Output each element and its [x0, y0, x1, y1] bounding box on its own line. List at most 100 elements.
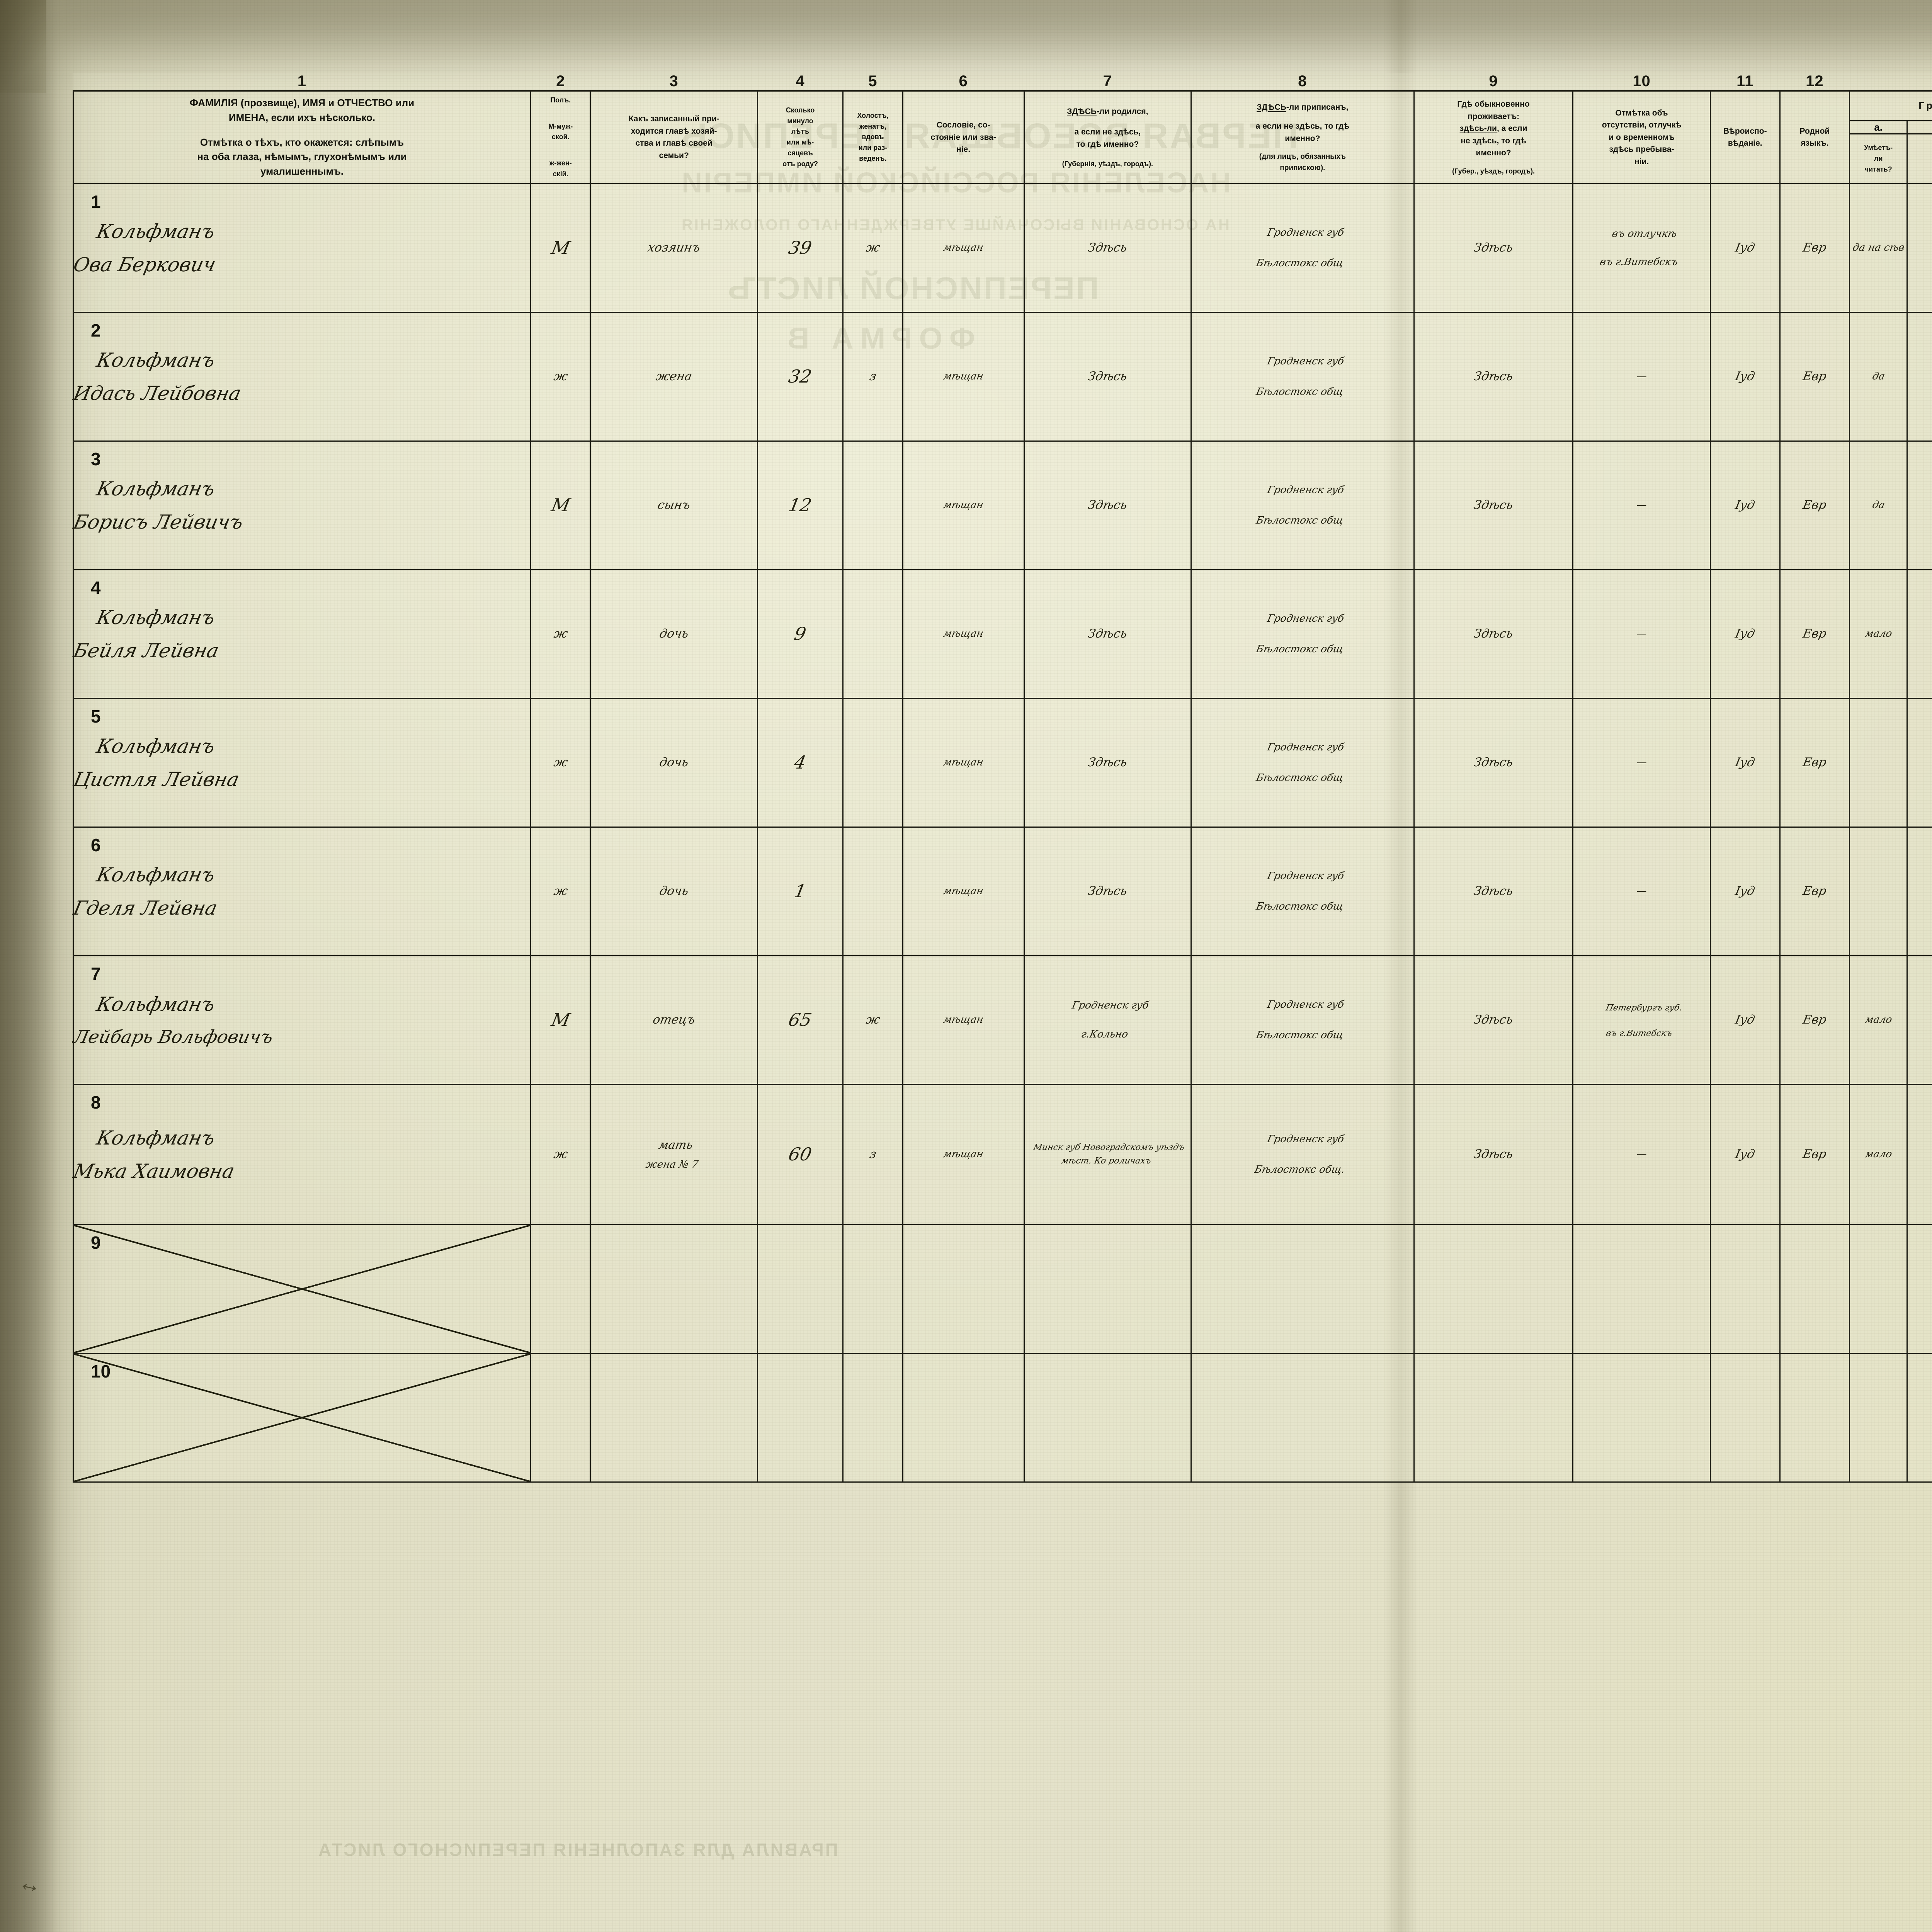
- cell-estate[interactable]: [902, 1352, 1025, 1483]
- table-row[interactable]: 5 Кольфманъ Цистля Лейвна ж дочь 4 мѣщан…: [71, 697, 1932, 828]
- cell-name[interactable]: 3 Кольфманъ Борисъ Лейвичъ: [71, 440, 532, 570]
- cell-residence[interactable]: Здѣсь: [1401, 184, 1586, 313]
- cell-estate[interactable]: мѣщан: [890, 570, 1037, 699]
- cell-registered[interactable]: Гродненск губ Бѣлостокс общ: [1179, 956, 1427, 1085]
- cell-residence[interactable]: [1413, 1224, 1574, 1354]
- cell-residence[interactable]: Здѣсь: [1400, 1084, 1587, 1225]
- cell-name[interactable]: 5 Кольфманъ Цистля Лейвна: [71, 697, 532, 828]
- cell-relation[interactable]: дочь: [578, 570, 770, 699]
- cell-birthplace[interactable]: Здѣсь: [1011, 441, 1204, 570]
- header-col-4: Сколько минуло лѣтъ или мѣ- сяцевъ отъ р…: [757, 90, 844, 184]
- cell-birthplace[interactable]: Здѣсь: [1011, 698, 1204, 827]
- cell-registered[interactable]: Гродненск губ Бѣлостокс общ: [1179, 441, 1427, 570]
- cell-birthplace[interactable]: Здѣсь: [1011, 570, 1204, 699]
- cell-absence[interactable]: Петербургъ губ. въ г.Витебскъ: [1560, 956, 1723, 1085]
- table-row[interactable]: 9 1 2: [72, 1224, 1932, 1354]
- cell-residence[interactable]: Здѣсь: [1401, 698, 1586, 827]
- cell-birthplace[interactable]: Здѣсь: [1011, 312, 1204, 441]
- cell-relation[interactable]: дочь: [578, 698, 770, 827]
- cell-registered[interactable]: [1190, 1352, 1415, 1483]
- cell-birthplace[interactable]: Минск губ Новоградскомъ уѣздъ мѣст. Ко р…: [1010, 1084, 1205, 1225]
- cell-language[interactable]: [1779, 1352, 1850, 1483]
- cell-birthplace[interactable]: [1023, 1352, 1192, 1483]
- cell-estate[interactable]: мѣщан: [890, 827, 1037, 956]
- row-number: 1: [91, 191, 101, 212]
- header-col-8-emph: ЗДѢСЬ: [1257, 102, 1286, 112]
- cell-birthplace[interactable]: Здѣсь: [1011, 827, 1204, 956]
- cell-estate[interactable]: мѣщан: [890, 956, 1037, 1085]
- cell-residence[interactable]: Здѣсь: [1401, 441, 1586, 570]
- cell-registered[interactable]: Гродненск губ Бѣлостокс общ: [1179, 698, 1427, 827]
- cell-estate[interactable]: мѣщан: [890, 184, 1037, 313]
- cell-age[interactable]: [757, 1352, 844, 1483]
- cell-relation[interactable]: хозяинъ: [578, 184, 770, 313]
- cell-birthplace-line-1: Гродненск губ: [1071, 1000, 1150, 1012]
- cell-absence[interactable]: —: [1560, 827, 1723, 956]
- cell-religion[interactable]: [1709, 1352, 1781, 1483]
- cell-relation[interactable]: жена: [578, 312, 770, 441]
- cell-literacy-a[interactable]: [1849, 1224, 1908, 1354]
- cell-relation[interactable]: мать жена № 7: [577, 1084, 771, 1225]
- cell-marital[interactable]: [842, 1224, 903, 1354]
- cell-name[interactable]: 2 Кольфманъ Идась Лейбовна: [71, 311, 532, 442]
- cell-registered[interactable]: Гродненск губ Бѣлостокс общ: [1179, 312, 1427, 441]
- cell-absence[interactable]: —: [1560, 570, 1723, 699]
- table-row[interactable]: 4 Кольфманъ Бейля Лейвна ж дочь 9 мѣщан …: [71, 569, 1932, 699]
- cell-residence[interactable]: [1413, 1352, 1574, 1483]
- cell-name[interactable]: 4 Кольфманъ Бейля Лейвна: [71, 569, 532, 699]
- table-row[interactable]: 1 Кольфманъ Ова Беркович М хозяинъ 39 ж …: [71, 183, 1932, 313]
- header-col-5-line-5: веденъ.: [859, 155, 887, 163]
- cell-registered[interactable]: Гродненск губ Бѣлостокс общ: [1179, 827, 1427, 956]
- table-row[interactable]: 2 Кольфманъ Идась Лейбовна ж жена 32 з м…: [71, 311, 1932, 442]
- cell-literacy-a[interactable]: [1849, 1352, 1908, 1483]
- cell-residence[interactable]: Здѣсь: [1401, 312, 1586, 441]
- cell-birthplace[interactable]: Здѣсь: [1011, 184, 1204, 313]
- cell-sex[interactable]: [530, 1224, 591, 1354]
- cell-residence[interactable]: Здѣсь: [1401, 827, 1586, 956]
- cell-absence[interactable]: —: [1560, 441, 1723, 570]
- cell-absence[interactable]: [1572, 1352, 1711, 1483]
- cell-name[interactable]: 8 Кольфманъ Мька Хаимовна: [71, 1083, 532, 1225]
- cell-registered[interactable]: [1190, 1224, 1415, 1354]
- cell-relation[interactable]: [590, 1352, 758, 1483]
- cell-name[interactable]: 1 Кольфманъ Ова Беркович: [71, 183, 532, 313]
- table-row[interactable]: 3 Кольфманъ Борисъ Лейвичъ М сынъ 12 мѣщ…: [71, 440, 1932, 570]
- cell-estate[interactable]: мѣщан: [890, 441, 1037, 570]
- cell-name[interactable]: 10: [72, 1352, 532, 1483]
- cell-registered[interactable]: Гродненск губ Бѣлостокс общ: [1179, 570, 1427, 699]
- cell-absence[interactable]: —: [1560, 698, 1723, 827]
- cell-name[interactable]: 9: [72, 1224, 532, 1354]
- cell-religion[interactable]: [1709, 1224, 1781, 1354]
- cell-relation[interactable]: отецъ: [578, 956, 770, 1085]
- cell-absence[interactable]: —: [1559, 1084, 1724, 1225]
- table-row[interactable]: 6 Кольфманъ Гделя Лейвна ж дочь 1 мѣщан …: [71, 826, 1932, 956]
- cell-marital[interactable]: [842, 1352, 903, 1483]
- cell-name[interactable]: 7 Кольфманъ Лейбарь Вольфовичъ: [71, 955, 532, 1085]
- cell-relation[interactable]: [590, 1224, 758, 1354]
- cell-registered[interactable]: Гродненск губ Бѣлостокс общ.: [1177, 1084, 1428, 1225]
- cell-literacy-b[interactable]: [1906, 1352, 1932, 1483]
- table-row[interactable]: 10 1 2: [72, 1352, 1932, 1483]
- cell-name[interactable]: 6 Кольфманъ Гделя Лейвна: [71, 826, 532, 956]
- cell-sex[interactable]: [530, 1352, 591, 1483]
- cell-estate[interactable]: мѣщан: [890, 698, 1037, 827]
- cell-absence[interactable]: въ отлучкѣ въ г.Витебскъ: [1560, 184, 1723, 313]
- cell-residence[interactable]: Здѣсь: [1401, 956, 1586, 1085]
- header-col-2-line-5: скій.: [553, 170, 568, 178]
- cell-relation[interactable]: сынъ: [578, 441, 770, 570]
- census-table-wrapper: 1 2 3 4 5 6 7 8 9 10 11 12 13 14 ФАМИЛІЯ…: [71, 73, 1932, 1483]
- cell-residence[interactable]: Здѣсь: [1401, 570, 1586, 699]
- table-row[interactable]: 7 Кольфманъ Лейбарь Вольфовичъ М отецъ 6…: [71, 955, 1932, 1085]
- cell-language[interactable]: [1779, 1224, 1850, 1354]
- cell-birthplace[interactable]: Гродненск губ г.Кольно: [1011, 956, 1204, 1085]
- cell-age[interactable]: [757, 1224, 844, 1354]
- cell-absence[interactable]: [1572, 1224, 1711, 1354]
- table-row[interactable]: 8 Кольфманъ Мька Хаимовна ж мать жена № …: [71, 1083, 1932, 1225]
- cell-literacy-b[interactable]: [1906, 1224, 1932, 1354]
- cell-estate[interactable]: мѣщан: [890, 312, 1037, 441]
- cell-birthplace[interactable]: [1023, 1224, 1192, 1354]
- cell-estate[interactable]: [902, 1224, 1025, 1354]
- cell-relation[interactable]: дочь: [578, 827, 770, 956]
- cell-absence[interactable]: —: [1560, 312, 1723, 441]
- cell-registered[interactable]: Гродненск губ Бѣлостокс общ: [1179, 184, 1427, 313]
